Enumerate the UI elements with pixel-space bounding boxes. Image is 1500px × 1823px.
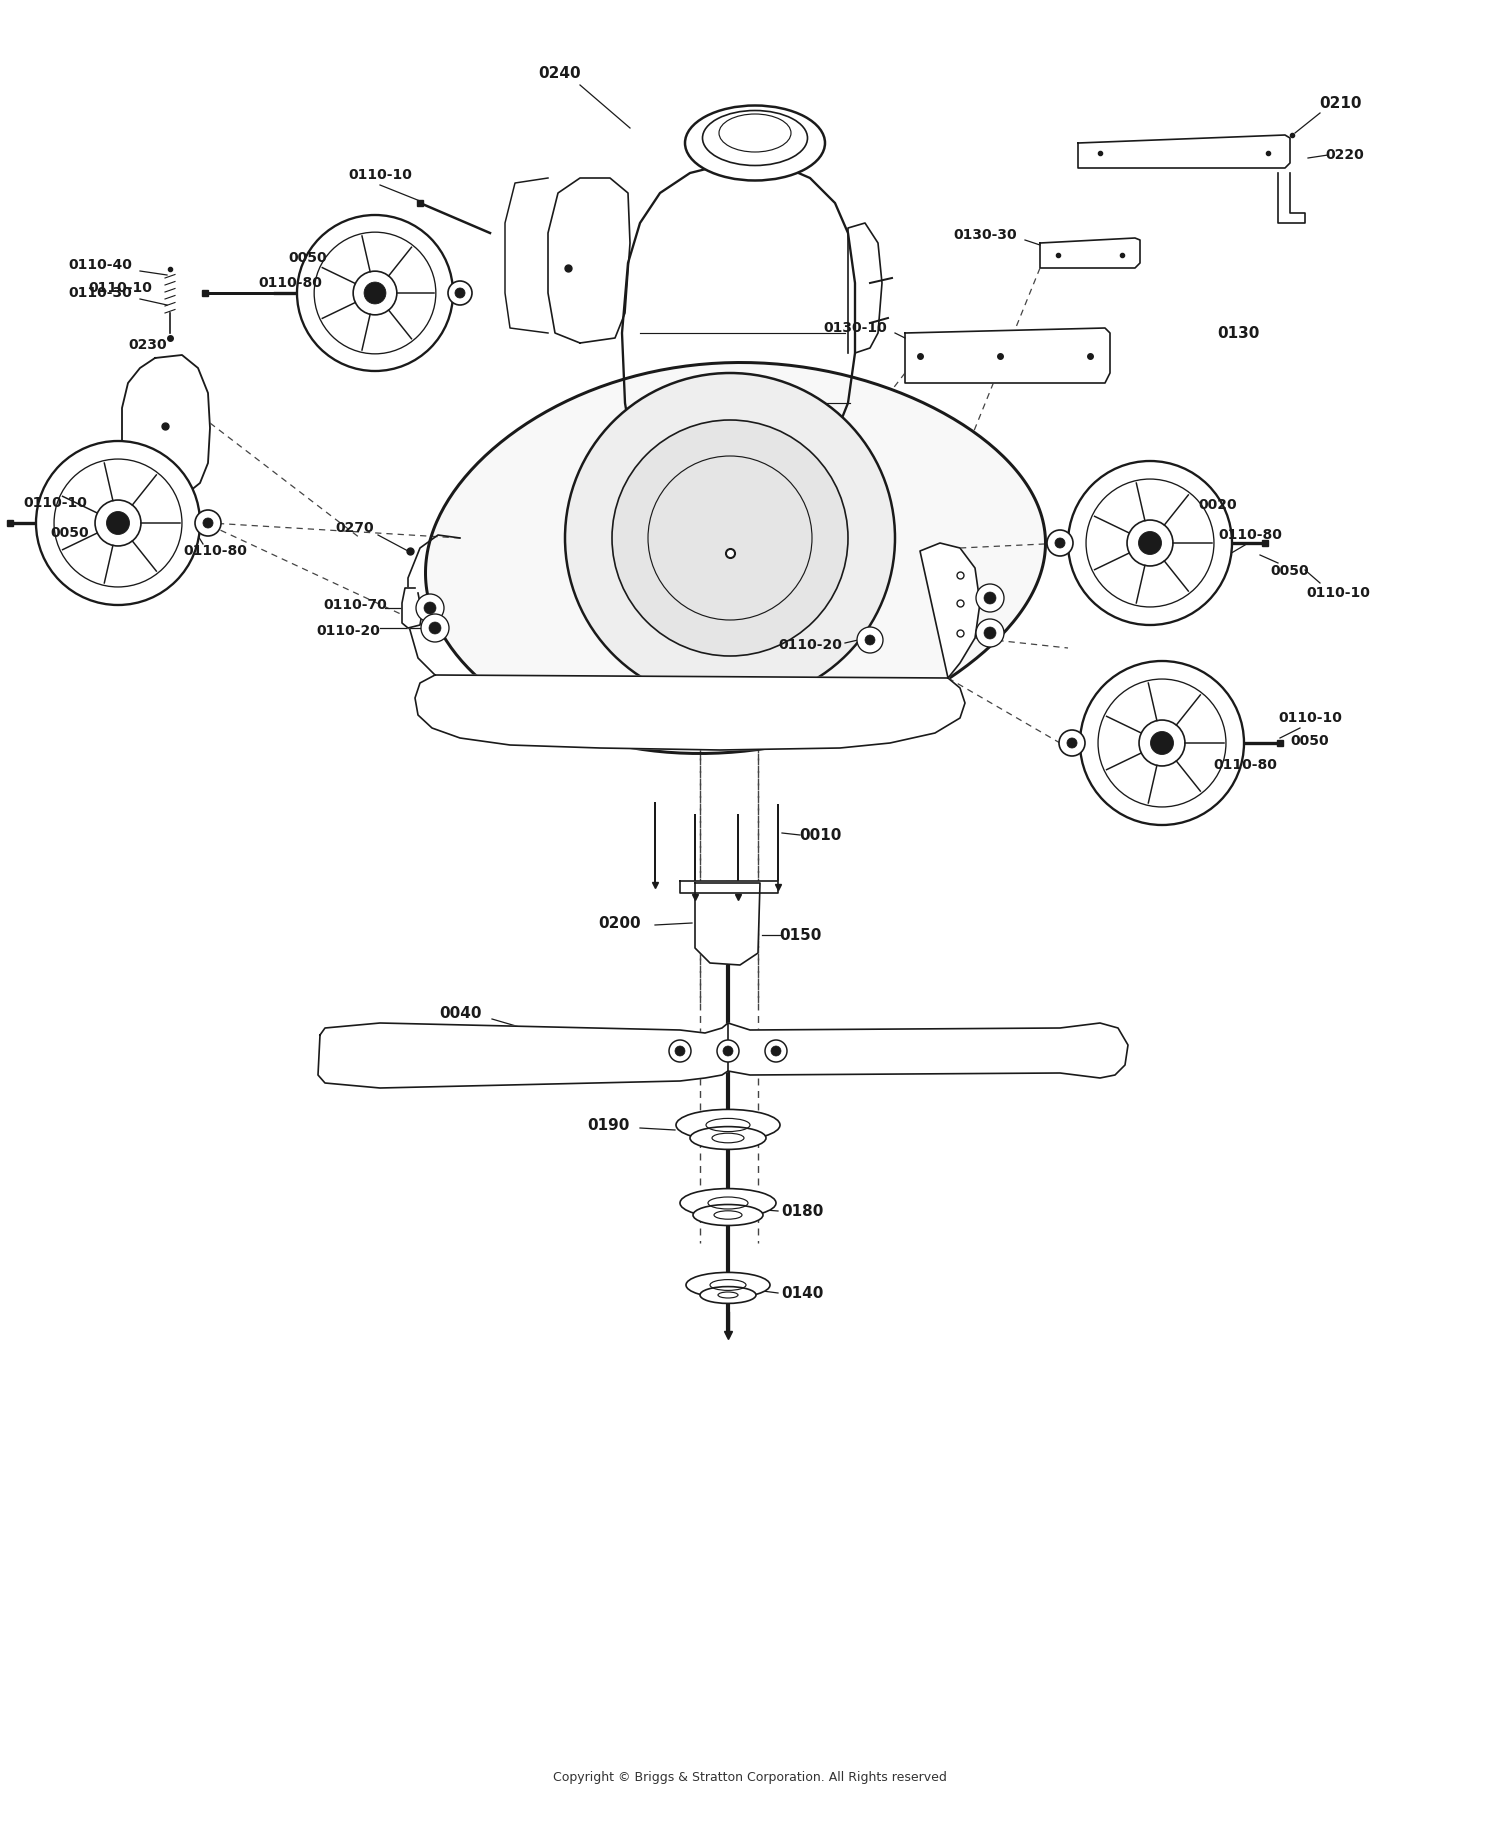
Circle shape xyxy=(1068,461,1232,625)
Text: 0110-10: 0110-10 xyxy=(1306,585,1370,600)
Polygon shape xyxy=(622,160,855,452)
Text: 0010: 0010 xyxy=(800,828,842,842)
Ellipse shape xyxy=(676,1110,780,1141)
Text: 0110-10: 0110-10 xyxy=(348,168,412,182)
Ellipse shape xyxy=(680,1189,776,1218)
Circle shape xyxy=(454,288,465,297)
Text: Copyright © Briggs & Stratton Corporation. All Rights reserved: Copyright © Briggs & Stratton Corporatio… xyxy=(554,1772,946,1785)
Polygon shape xyxy=(122,355,210,498)
Text: 0110-70: 0110-70 xyxy=(322,598,387,613)
Text: 0050: 0050 xyxy=(1290,735,1329,747)
Ellipse shape xyxy=(690,1127,766,1148)
Circle shape xyxy=(202,518,213,529)
Circle shape xyxy=(856,627,883,653)
Circle shape xyxy=(771,1046,782,1056)
Polygon shape xyxy=(1078,135,1290,168)
Circle shape xyxy=(297,215,453,372)
Polygon shape xyxy=(1040,239,1140,268)
Text: 0050: 0050 xyxy=(288,252,327,264)
Text: 0220: 0220 xyxy=(1326,148,1365,162)
Text: 0130-10: 0130-10 xyxy=(824,321,886,335)
Circle shape xyxy=(1066,738,1077,747)
Text: 0270: 0270 xyxy=(336,521,375,534)
Circle shape xyxy=(422,614,448,642)
Circle shape xyxy=(1126,520,1173,565)
Circle shape xyxy=(1047,530,1072,556)
Text: 0050: 0050 xyxy=(1270,563,1310,578)
Circle shape xyxy=(448,281,472,304)
Circle shape xyxy=(106,512,129,534)
Circle shape xyxy=(669,1039,692,1063)
Circle shape xyxy=(717,1039,740,1063)
Circle shape xyxy=(976,583,1004,613)
Polygon shape xyxy=(426,363,1046,753)
Circle shape xyxy=(1054,538,1065,549)
Text: BRIGGS & STRATTON: BRIGGS & STRATTON xyxy=(570,609,930,638)
Text: 0110-10: 0110-10 xyxy=(1278,711,1342,726)
Text: 0190: 0190 xyxy=(586,1117,628,1132)
Text: 0130: 0130 xyxy=(1216,326,1258,341)
Circle shape xyxy=(36,441,200,605)
Circle shape xyxy=(865,634,874,645)
Text: 0110-10: 0110-10 xyxy=(22,496,87,510)
Polygon shape xyxy=(318,1023,728,1088)
Circle shape xyxy=(566,374,896,704)
Text: 0200: 0200 xyxy=(598,915,642,930)
Polygon shape xyxy=(728,1023,1128,1077)
Circle shape xyxy=(364,283,386,304)
Ellipse shape xyxy=(686,1272,770,1298)
Text: 0210: 0210 xyxy=(1318,95,1362,111)
Circle shape xyxy=(1150,731,1173,755)
Circle shape xyxy=(424,602,436,614)
Circle shape xyxy=(976,620,1004,647)
Circle shape xyxy=(1080,662,1244,826)
Circle shape xyxy=(352,272,398,315)
Circle shape xyxy=(1138,532,1161,554)
Polygon shape xyxy=(416,675,964,749)
Polygon shape xyxy=(548,179,630,343)
Polygon shape xyxy=(920,543,980,678)
Text: 0110-20: 0110-20 xyxy=(778,638,842,653)
Circle shape xyxy=(1138,720,1185,766)
Text: 0110-10: 0110-10 xyxy=(88,281,152,295)
Text: 0110-80: 0110-80 xyxy=(183,543,248,558)
Circle shape xyxy=(94,500,141,545)
Text: 0110-80: 0110-80 xyxy=(258,275,322,290)
Text: 0240: 0240 xyxy=(538,66,582,80)
Polygon shape xyxy=(1278,173,1305,222)
Ellipse shape xyxy=(693,1205,764,1225)
Polygon shape xyxy=(904,328,1110,383)
Text: 0130-30: 0130-30 xyxy=(952,228,1017,242)
Text: 0110-80: 0110-80 xyxy=(1218,529,1282,541)
Text: 0230: 0230 xyxy=(129,337,168,352)
Circle shape xyxy=(612,419,848,656)
Circle shape xyxy=(416,594,444,622)
Text: 0020: 0020 xyxy=(1198,498,1237,512)
Text: 0040: 0040 xyxy=(438,1006,482,1021)
Polygon shape xyxy=(847,222,882,354)
Polygon shape xyxy=(650,450,855,483)
Circle shape xyxy=(984,592,996,603)
Polygon shape xyxy=(402,589,422,627)
Circle shape xyxy=(723,1046,734,1056)
Text: 0150: 0150 xyxy=(778,928,820,942)
Circle shape xyxy=(984,627,996,640)
Ellipse shape xyxy=(686,106,825,180)
Text: 0110-20: 0110-20 xyxy=(316,623,380,638)
Circle shape xyxy=(765,1039,788,1063)
Ellipse shape xyxy=(700,1287,756,1303)
Circle shape xyxy=(1059,729,1084,757)
Text: 0140: 0140 xyxy=(782,1285,824,1300)
Text: 0110-80: 0110-80 xyxy=(1214,758,1276,771)
Text: 0050: 0050 xyxy=(51,527,90,540)
Text: 0180: 0180 xyxy=(782,1203,824,1218)
Polygon shape xyxy=(680,881,778,893)
Text: 0110-30: 0110-30 xyxy=(68,286,132,301)
Polygon shape xyxy=(694,882,760,964)
Circle shape xyxy=(195,510,220,536)
Text: 0110-40: 0110-40 xyxy=(68,259,132,272)
Circle shape xyxy=(675,1046,686,1056)
Circle shape xyxy=(429,622,441,634)
